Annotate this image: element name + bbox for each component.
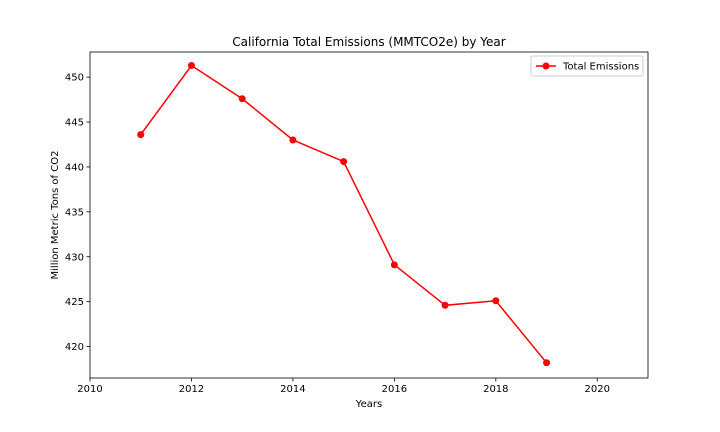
data-point-2011 — [137, 131, 145, 139]
data-point-2017 — [441, 301, 449, 309]
data-point-2018 — [492, 297, 500, 305]
y-tick-label-445: 445 — [65, 118, 84, 129]
x-tick-label-2010: 2010 — [77, 384, 102, 395]
x-tick-label-2016: 2016 — [382, 384, 407, 395]
plot-area: 2010 2012 2014 2016 2018 2020 420 425 430 435 440 4… — [65, 51, 649, 395]
chart-title: California Total Emissions (MMTCO2e) by … — [232, 35, 505, 49]
y-tick-label-425: 425 — [65, 297, 84, 308]
data-point-2014 — [289, 136, 297, 144]
legend-box — [530, 55, 644, 77]
y-tick-label-440: 440 — [65, 162, 84, 173]
legend-entry-total-emissions: Total Emissions — [562, 62, 639, 73]
legend-marker-swatch — [542, 62, 550, 70]
y-tick-label-450: 450 — [65, 73, 84, 84]
data-point-2012 — [187, 61, 195, 69]
x-tick-label-2012: 2012 — [179, 384, 204, 395]
y-tick-label-420: 420 — [65, 342, 84, 353]
data-point-2019 — [543, 359, 551, 367]
data-point-2013 — [238, 95, 246, 103]
x-tick-label-2020: 2020 — [585, 384, 610, 395]
legend: Total Emissions — [530, 55, 644, 77]
y-tick-label-430: 430 — [65, 252, 84, 263]
data-point-2016 — [390, 261, 398, 269]
x-tick-label-2014: 2014 — [280, 384, 305, 395]
y-tick-label-435: 435 — [65, 207, 84, 218]
axes-frame — [89, 51, 649, 379]
x-tick-label-2018: 2018 — [483, 384, 508, 395]
data-point-2015 — [340, 158, 348, 166]
y-axis-label: Million Metric Tons of CO2 — [50, 151, 61, 280]
x-axis-label: Years — [355, 399, 382, 410]
